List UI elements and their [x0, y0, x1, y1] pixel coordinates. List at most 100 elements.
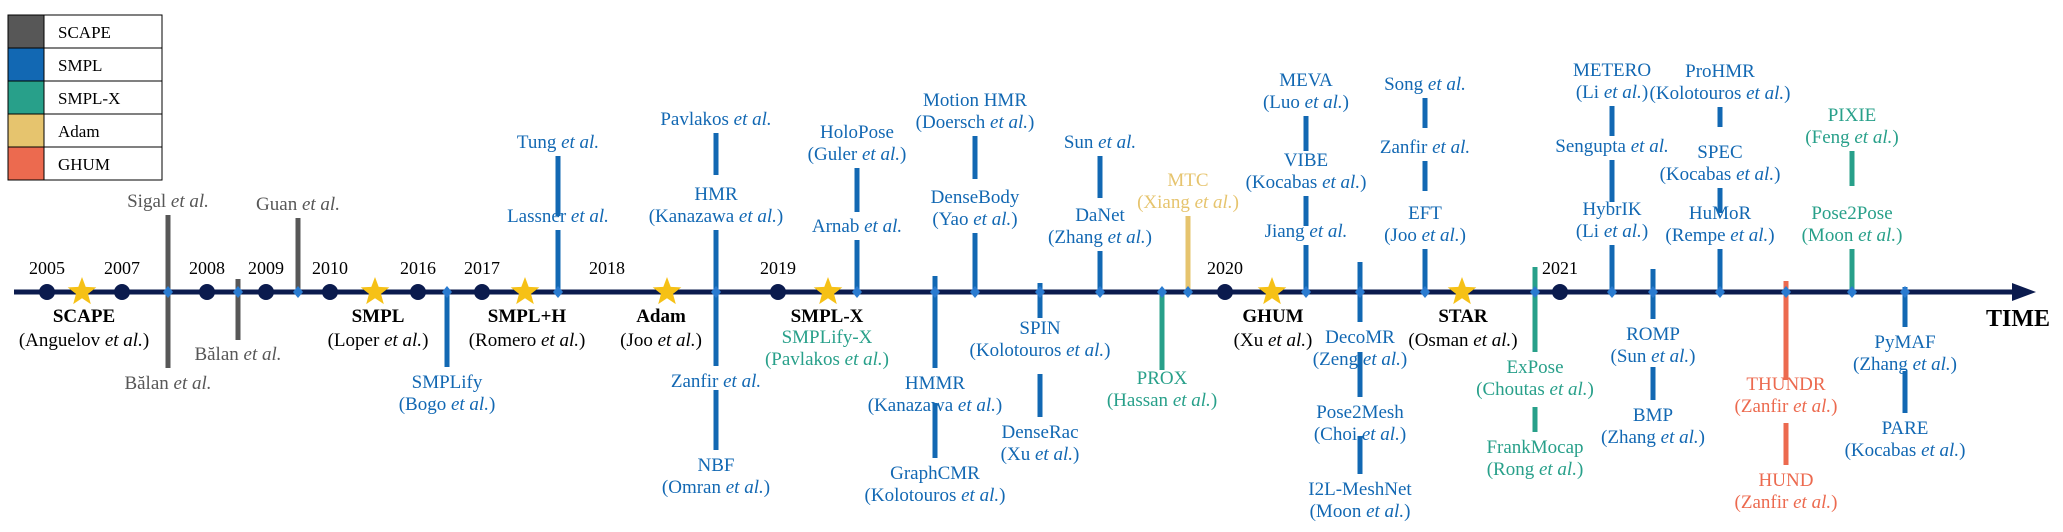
method-citation-author: (Feng: [1805, 127, 1854, 148]
method-name: Song: [1384, 74, 1424, 95]
method-citation-etal: et al.: [990, 112, 1028, 133]
method-citation-author: (Kolotouros: [1650, 83, 1747, 104]
year-label-2010: 2010: [312, 258, 348, 278]
method-pavlakos: Pavlakos et al.: [660, 109, 771, 130]
method-citation-etal: et al.: [1661, 427, 1699, 448]
method-citation-author: (Moon: [1310, 501, 1366, 522]
method-pixie: PIXIE: [1828, 105, 1877, 126]
method-citation-etal: et al.: [1604, 82, 1642, 103]
model-star-icon: [510, 277, 540, 305]
method-citation-close: ): [1768, 225, 1774, 246]
method-citation: (Rempe et al.): [1665, 225, 1774, 246]
method-marker-icon: [1715, 286, 1725, 298]
method-marker-icon: [1095, 286, 1105, 298]
model-author-etal: et al.: [1268, 330, 1306, 351]
method-citation-author: (Sun: [1611, 346, 1652, 367]
method-citation-author: (Luo: [1263, 92, 1305, 113]
method-name: PARE: [1882, 418, 1929, 439]
method-name: HuMoR: [1689, 203, 1752, 224]
year-dot: [1217, 284, 1233, 300]
method-name: DenseBody: [931, 187, 1020, 208]
method-bmp: BMP: [1633, 405, 1673, 426]
method-citation-author: (Moon: [1802, 225, 1858, 246]
method-citation: (Zanfir et al.): [1735, 396, 1838, 417]
method-citation-author: (Zhang: [1601, 427, 1661, 448]
method-citation-etal: et al.: [1173, 390, 1211, 411]
method-etal: et al.: [239, 344, 282, 365]
method-etal: et al.: [1305, 221, 1348, 242]
method-citation-close: ): [1774, 164, 1780, 185]
model-author-close: ): [1511, 330, 1517, 351]
method-citation-etal: et al.: [1539, 459, 1577, 480]
method-name: HMMR: [905, 373, 966, 394]
method-mtc: MTC: [1167, 170, 1208, 191]
year-dot: [322, 284, 338, 300]
method-citation-author: (Zanfir: [1735, 492, 1794, 513]
method-citation: (Xiang et al.): [1137, 192, 1239, 213]
year-label-2019: 2019: [760, 258, 796, 278]
method-humor: HuMoR: [1689, 203, 1752, 224]
method-citation-etal: et al.: [1793, 492, 1831, 513]
method-citation: (Choi et al.): [1314, 424, 1406, 445]
method-citation: (Zhang et al.): [1601, 427, 1705, 448]
method-citation-close: ): [1401, 349, 1407, 370]
legend-cell: [43, 47, 163, 82]
model-author-etal: et al.: [658, 330, 696, 351]
method-arnab: Arnab et al.: [812, 216, 902, 237]
method-name: Guan: [256, 194, 298, 215]
method-name: ExPose: [1507, 357, 1564, 378]
method-citation-author: (Kocabas: [1660, 164, 1737, 185]
method-citation: (Kocabas et al.): [1660, 164, 1781, 185]
method-i2l-meshnet: I2L-MeshNet: [1308, 479, 1412, 500]
model-author: (Osman et al.): [1408, 330, 1517, 351]
method-zanfir: Zanfir et al.: [671, 371, 761, 392]
method-citation-etal: et al.: [1858, 225, 1896, 246]
method-denserac: DenseRac: [1001, 422, 1078, 443]
method-citation-close: ): [1073, 444, 1079, 465]
method-citation-author: (Joo: [1384, 225, 1421, 246]
method-jiang: Jiang et al.: [1265, 221, 1348, 242]
axis-time-label: TIME: [1986, 306, 2050, 332]
legend-label-smpl: SMPL: [58, 56, 102, 75]
method-name: HybrIK: [1582, 199, 1641, 220]
year-dot: [199, 284, 215, 300]
method-citation-author: (Kolotouros: [865, 485, 962, 506]
method-citation-close: ): [1892, 127, 1898, 148]
method-citation-etal: et al.: [739, 206, 777, 227]
method-citation-etal: et al.: [1921, 440, 1959, 461]
method-citation-close: ): [1896, 225, 1902, 246]
method-name: SPEC: [1697, 142, 1742, 163]
method-citation-author: (Kolotouros: [970, 340, 1067, 361]
method-citation-etal: et al.: [1035, 444, 1073, 465]
method-citation-etal: et al.: [1322, 172, 1360, 193]
method-pose2mesh: Pose2Mesh: [1316, 402, 1404, 423]
method-name: DenseRac: [1001, 422, 1078, 443]
method-romp: ROMP: [1626, 324, 1680, 345]
year-label-2016: 2016: [400, 258, 436, 278]
method-citation-close: ): [1577, 459, 1583, 480]
method-name: HoloPose: [820, 122, 894, 143]
model-author-name: (Romero: [469, 330, 541, 351]
method-citation-close: ): [1360, 172, 1366, 193]
year-label-2009: 2009: [248, 258, 284, 278]
model-name-ghum: GHUM: [1242, 306, 1303, 327]
method-citation-etal: et al.: [1195, 192, 1233, 213]
method-citation-etal: et al.: [958, 395, 996, 416]
method-etal: et al.: [297, 194, 340, 215]
method-marker-icon: [711, 286, 721, 298]
method-citation-etal: et al.: [1913, 354, 1951, 375]
model-name-adam: Adam: [636, 306, 686, 327]
model-author: (Anguelov et al.): [19, 330, 149, 351]
method-spec: SPEC: [1697, 142, 1742, 163]
method-citation-close: ): [883, 349, 889, 370]
method-citation-author: (Li: [1576, 82, 1604, 103]
method-name: GraphCMR: [890, 463, 980, 484]
method-name: Zanfir: [1380, 137, 1428, 158]
method-citation-close: ): [764, 477, 770, 498]
method-name: BMP: [1633, 405, 1673, 426]
model-star-icon: [67, 277, 97, 305]
year-label-2007: 2007: [104, 258, 140, 278]
method-citation-author: (Omran: [662, 477, 726, 498]
method-densebody: DenseBody: [931, 187, 1020, 208]
